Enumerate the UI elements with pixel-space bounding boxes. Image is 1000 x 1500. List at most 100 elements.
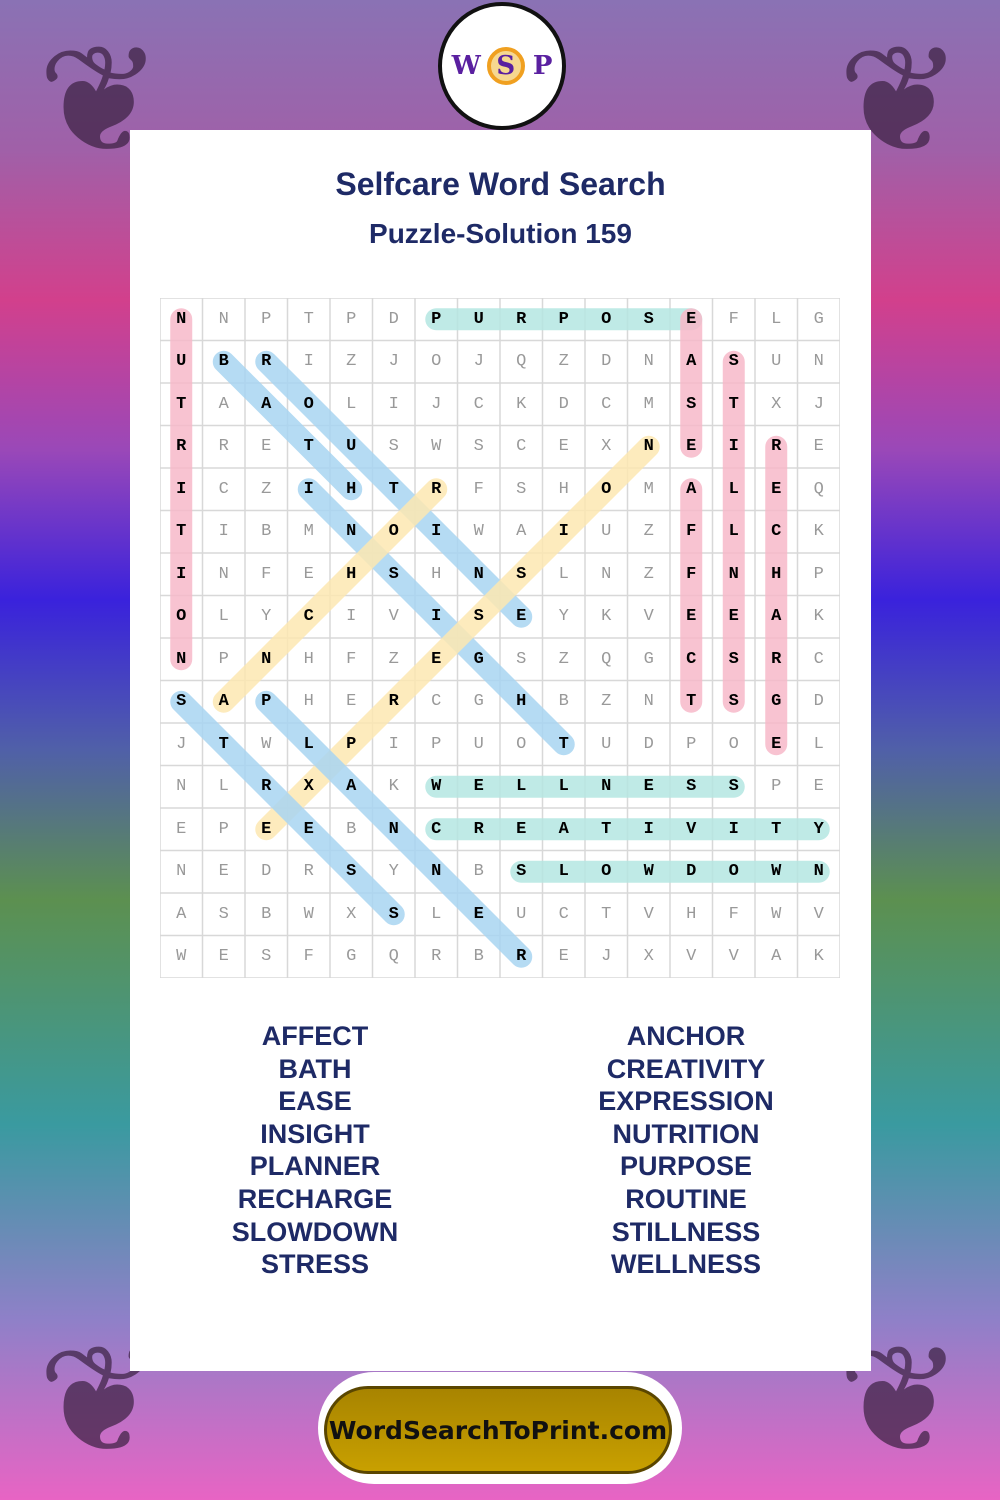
grid-cell: N: [388, 819, 399, 839]
word-list-item: NUTRITION: [612, 1118, 760, 1149]
grid-cell: I: [728, 819, 739, 839]
grid-cell: U: [601, 734, 612, 754]
grid-cell: S: [686, 394, 697, 414]
grid-cell: S: [728, 692, 739, 712]
grid-cell: N: [176, 649, 187, 669]
grid-cell: S: [473, 437, 484, 457]
grid-cell: X: [601, 437, 612, 457]
grid-cell: L: [558, 777, 569, 797]
grid-cell: Z: [601, 692, 612, 712]
grid-cell: W: [473, 522, 484, 542]
grid-cell: Q: [601, 649, 612, 669]
wsp-logo: W S P: [438, 2, 566, 130]
grid-cell: E: [686, 309, 697, 329]
grid-cell: S: [176, 692, 187, 712]
grid-cell: F: [728, 904, 739, 924]
grid-cell: V: [813, 904, 824, 924]
grid-cell: S: [261, 947, 272, 967]
grid-cell: W: [431, 777, 442, 797]
grid-cell: R: [431, 947, 442, 967]
grid-cell: G: [813, 309, 824, 329]
grid-cell: S: [516, 479, 527, 499]
grid-cell: L: [516, 777, 527, 797]
grid-cell: J: [431, 394, 442, 414]
grid-cell: B: [558, 692, 569, 712]
grid-cell: O: [601, 862, 612, 882]
logo-letter-w: W: [451, 51, 481, 81]
grid-cell: A: [218, 692, 229, 712]
grid-cell: M: [643, 479, 654, 499]
grid-cell: A: [176, 904, 187, 924]
word-list-right: ANCHOR CREATIVITY EXPRESSION NUTRITION PURPO…: [501, 1020, 871, 1281]
grid-cell: I: [388, 394, 399, 414]
grid-cell: J: [473, 352, 484, 372]
grid-cell: D: [601, 352, 612, 372]
grid-cell: Q: [516, 352, 527, 372]
grid-cell: K: [388, 777, 399, 797]
grid-cell: H: [516, 692, 527, 712]
grid-cell: J: [176, 734, 187, 754]
grid-cell: L: [771, 309, 782, 329]
grid-cell: I: [303, 479, 314, 499]
grid-cell: E: [686, 607, 697, 627]
grid-cell: E: [686, 437, 697, 457]
grid-cell: K: [601, 607, 612, 627]
grid-cell: B: [218, 352, 229, 372]
grid-cell: C: [218, 479, 229, 499]
grid-cell: W: [771, 904, 782, 924]
grid-cell: T: [601, 819, 612, 839]
grid-cell: T: [771, 819, 782, 839]
grid-cell: X: [303, 777, 314, 797]
grid-cell: R: [261, 352, 272, 372]
word-list-item: BATH: [278, 1053, 352, 1084]
grid-cell: N: [601, 564, 612, 584]
grid-cell: E: [303, 819, 314, 839]
grid-cell: L: [346, 394, 357, 414]
grid-cell: L: [728, 522, 739, 542]
grid-cell: U: [346, 437, 357, 457]
grid-cell: Q: [388, 947, 399, 967]
grid-cell: I: [431, 607, 442, 627]
grid-cell: E: [346, 692, 357, 712]
grid-cell: R: [218, 437, 229, 457]
grid-cell: Z: [261, 479, 272, 499]
grid-cell: N: [346, 522, 357, 542]
grid-cell: X: [643, 947, 654, 967]
grid-cell: S: [728, 352, 739, 372]
grid-cell: E: [643, 777, 654, 797]
grid-cell: A: [771, 607, 782, 627]
grid-cell: F: [303, 947, 314, 967]
grid-cell: D: [261, 862, 272, 882]
grid-cell: S: [516, 564, 527, 584]
grid-cell: I: [558, 522, 569, 542]
word-list-item: AFFECT: [261, 1021, 369, 1051]
grid-cell: B: [261, 904, 272, 924]
grid-cell: O: [728, 862, 739, 882]
grid-cell: Y: [261, 607, 272, 627]
grid-cell: S: [218, 904, 229, 924]
solution-highlights: [160, 298, 840, 978]
grid-cell: B: [346, 819, 357, 839]
grid-cell: W: [176, 947, 187, 967]
grid-cell: R: [771, 437, 782, 457]
grid-cell: F: [346, 649, 357, 669]
grid-cell: N: [176, 777, 187, 797]
grid-cell: O: [601, 309, 612, 329]
grid-cell: U: [473, 309, 484, 329]
grid-cell: V: [643, 904, 654, 924]
word-list-item: RECHARGE: [237, 1183, 393, 1214]
site-link-button[interactable]: WordSearchToPrint.com: [324, 1386, 672, 1474]
grid-cell: O: [176, 607, 187, 627]
grid-cell: D: [813, 692, 824, 712]
grid-cell: R: [771, 649, 782, 669]
word-list-item: EASE: [278, 1086, 352, 1117]
grid-cell: A: [558, 819, 569, 839]
word-list-item: SLOWDOWN: [231, 1216, 399, 1247]
grid-cell: D: [686, 862, 697, 882]
grid-cell: X: [771, 394, 782, 414]
grid-cell: G: [771, 692, 782, 712]
grid-cell: E: [771, 734, 782, 754]
grid-cell: V: [643, 607, 654, 627]
grid-cell: T: [686, 692, 697, 712]
grid-cell: X: [346, 904, 357, 924]
